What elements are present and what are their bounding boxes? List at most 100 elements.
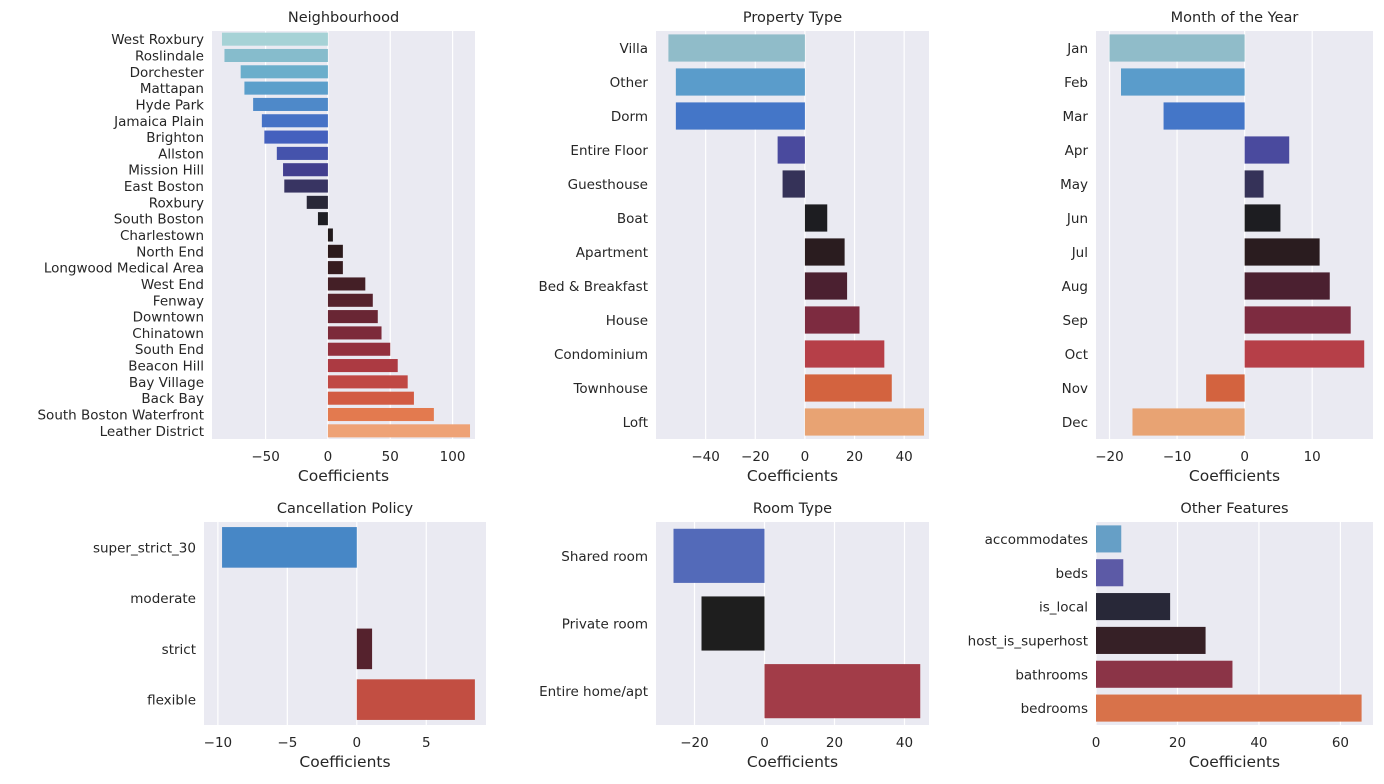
y-tick-label: Jan [1066, 41, 1088, 57]
bar-hyde-park [253, 97, 328, 111]
bar-entire-home-apt [764, 664, 921, 719]
bar-jul [1244, 238, 1320, 266]
bar-dorm [675, 102, 805, 130]
y-tick-label: Boat [617, 211, 648, 227]
x-axis-label: Coefficients [299, 753, 390, 771]
bar-strict [356, 628, 373, 670]
bar-mattapan [244, 81, 328, 95]
y-tick-label: Allston [158, 146, 204, 162]
chart-title: Cancellation Policy [277, 501, 414, 517]
bar-charlestown [327, 228, 333, 242]
y-tick-label: super_strict_30 [93, 540, 196, 556]
x-axis-label: Coefficients [1189, 467, 1280, 485]
y-tick-label: accommodates [985, 532, 1088, 548]
x-tick-label: −5 [277, 735, 297, 751]
bar-allston [276, 146, 328, 160]
y-tick-label: North End [136, 244, 204, 260]
y-tick-label: West Roxbury [111, 32, 204, 48]
bar-mar [1163, 102, 1245, 130]
y-tick-label: bedrooms [1021, 701, 1088, 717]
y-tick-label: Condominium [554, 347, 648, 363]
bar-sep [1244, 306, 1351, 334]
bar-west-end [327, 277, 366, 291]
y-tick-label: beds [1056, 566, 1088, 582]
y-tick-label: Entire Floor [570, 143, 648, 159]
bar-accommodates [1096, 525, 1122, 553]
panel-property-type: Villa Other Dorm Entire Floor Guesthouse Boat… [538, 10, 929, 485]
chart-title: Room Type [753, 501, 832, 517]
bar-chinatown [327, 326, 382, 340]
bar-jamaica-plain [261, 114, 328, 128]
x-tick-label: 40 [1250, 735, 1267, 751]
y-tick-label: Dec [1062, 415, 1088, 431]
bar-guesthouse [782, 170, 805, 198]
y-tick-label: Downtown [133, 310, 204, 326]
y-tick-label: Loft [623, 415, 648, 431]
bar-east-boston [284, 179, 328, 193]
y-tick-label: host_is_superhost [968, 633, 1088, 649]
panel-cancellation-policy: super_strict_30 moderate strict flexible −10… [93, 501, 486, 771]
bar-leather-district [327, 424, 471, 438]
plot-background [1096, 31, 1373, 439]
bar-aug [1244, 272, 1330, 300]
bar-shared-room [673, 528, 765, 583]
bar-beds [1096, 559, 1124, 587]
chart-title: Other Features [1180, 501, 1288, 517]
y-tick-label: Hyde Park [136, 97, 205, 113]
y-tick-label: West End [141, 277, 204, 293]
x-axis-label: Coefficients [747, 467, 838, 485]
y-tick-label: May [1060, 177, 1088, 193]
y-tick-label: Sep [1063, 313, 1088, 329]
y-tick-label: Jul [1071, 245, 1088, 261]
bar-mission-hill [283, 163, 328, 177]
y-tick-label: Jamaica Plain [113, 114, 204, 130]
x-tick-label: 10 [1304, 449, 1321, 465]
y-tick-label: Feb [1064, 75, 1088, 91]
x-tick-label: 0 [324, 449, 333, 465]
bar-brighton [264, 130, 328, 144]
y-tick-label: moderate [130, 591, 196, 607]
x-tick-label: 0 [1092, 735, 1101, 751]
y-tick-label: House [606, 313, 648, 329]
y-tick-label: Bay Village [129, 375, 204, 391]
bar-roxbury [306, 195, 328, 209]
x-tick-label: 0 [353, 735, 362, 751]
y-tick-label: Private room [562, 617, 648, 633]
bar-bed-breakfast [804, 272, 848, 300]
y-tick-label: Entire home/apt [539, 684, 648, 700]
bar-entire-floor [777, 136, 805, 164]
bar-flexible [356, 679, 475, 720]
y-tick-label: Roxbury [149, 195, 204, 211]
bar-dorchester [240, 65, 328, 79]
x-tick-label: 20 [826, 735, 843, 751]
x-tick-label: 50 [382, 449, 399, 465]
y-tick-label: Shared room [561, 549, 648, 565]
bar-feb [1120, 68, 1245, 96]
bar-south-boston-waterfront [327, 407, 434, 422]
y-tick-label: Apartment [576, 245, 648, 261]
bar-longwood-medical-area [327, 261, 343, 275]
bar-south-end [327, 342, 391, 356]
x-axis-label: Coefficients [747, 753, 838, 771]
y-tick-label: Charlestown [120, 228, 204, 244]
bar-bedrooms [1096, 694, 1362, 722]
bar-boat [804, 204, 828, 232]
y-tick-label: Mar [1063, 109, 1089, 125]
y-tick-label: Nov [1062, 381, 1088, 397]
x-tick-label: 0 [1240, 449, 1249, 465]
x-axis-label: Coefficients [1189, 753, 1280, 771]
x-tick-label: 5 [422, 735, 431, 751]
x-tick-label: 0 [801, 449, 810, 465]
bar-west-roxbury [221, 32, 328, 46]
bar-house [804, 306, 860, 334]
panel-neighbourhood: West RoxburyRoslindaleDorchesterMattapan… [37, 10, 475, 485]
y-tick-label: Apr [1065, 143, 1089, 159]
plot-background [656, 31, 929, 439]
bar-north-end [327, 244, 343, 258]
y-tick-label: bathrooms [1015, 667, 1088, 683]
bar-other [675, 68, 805, 96]
bar-dec [1132, 408, 1245, 436]
bar-south-boston [317, 212, 328, 226]
y-tick-label: Roslindale [135, 48, 204, 64]
